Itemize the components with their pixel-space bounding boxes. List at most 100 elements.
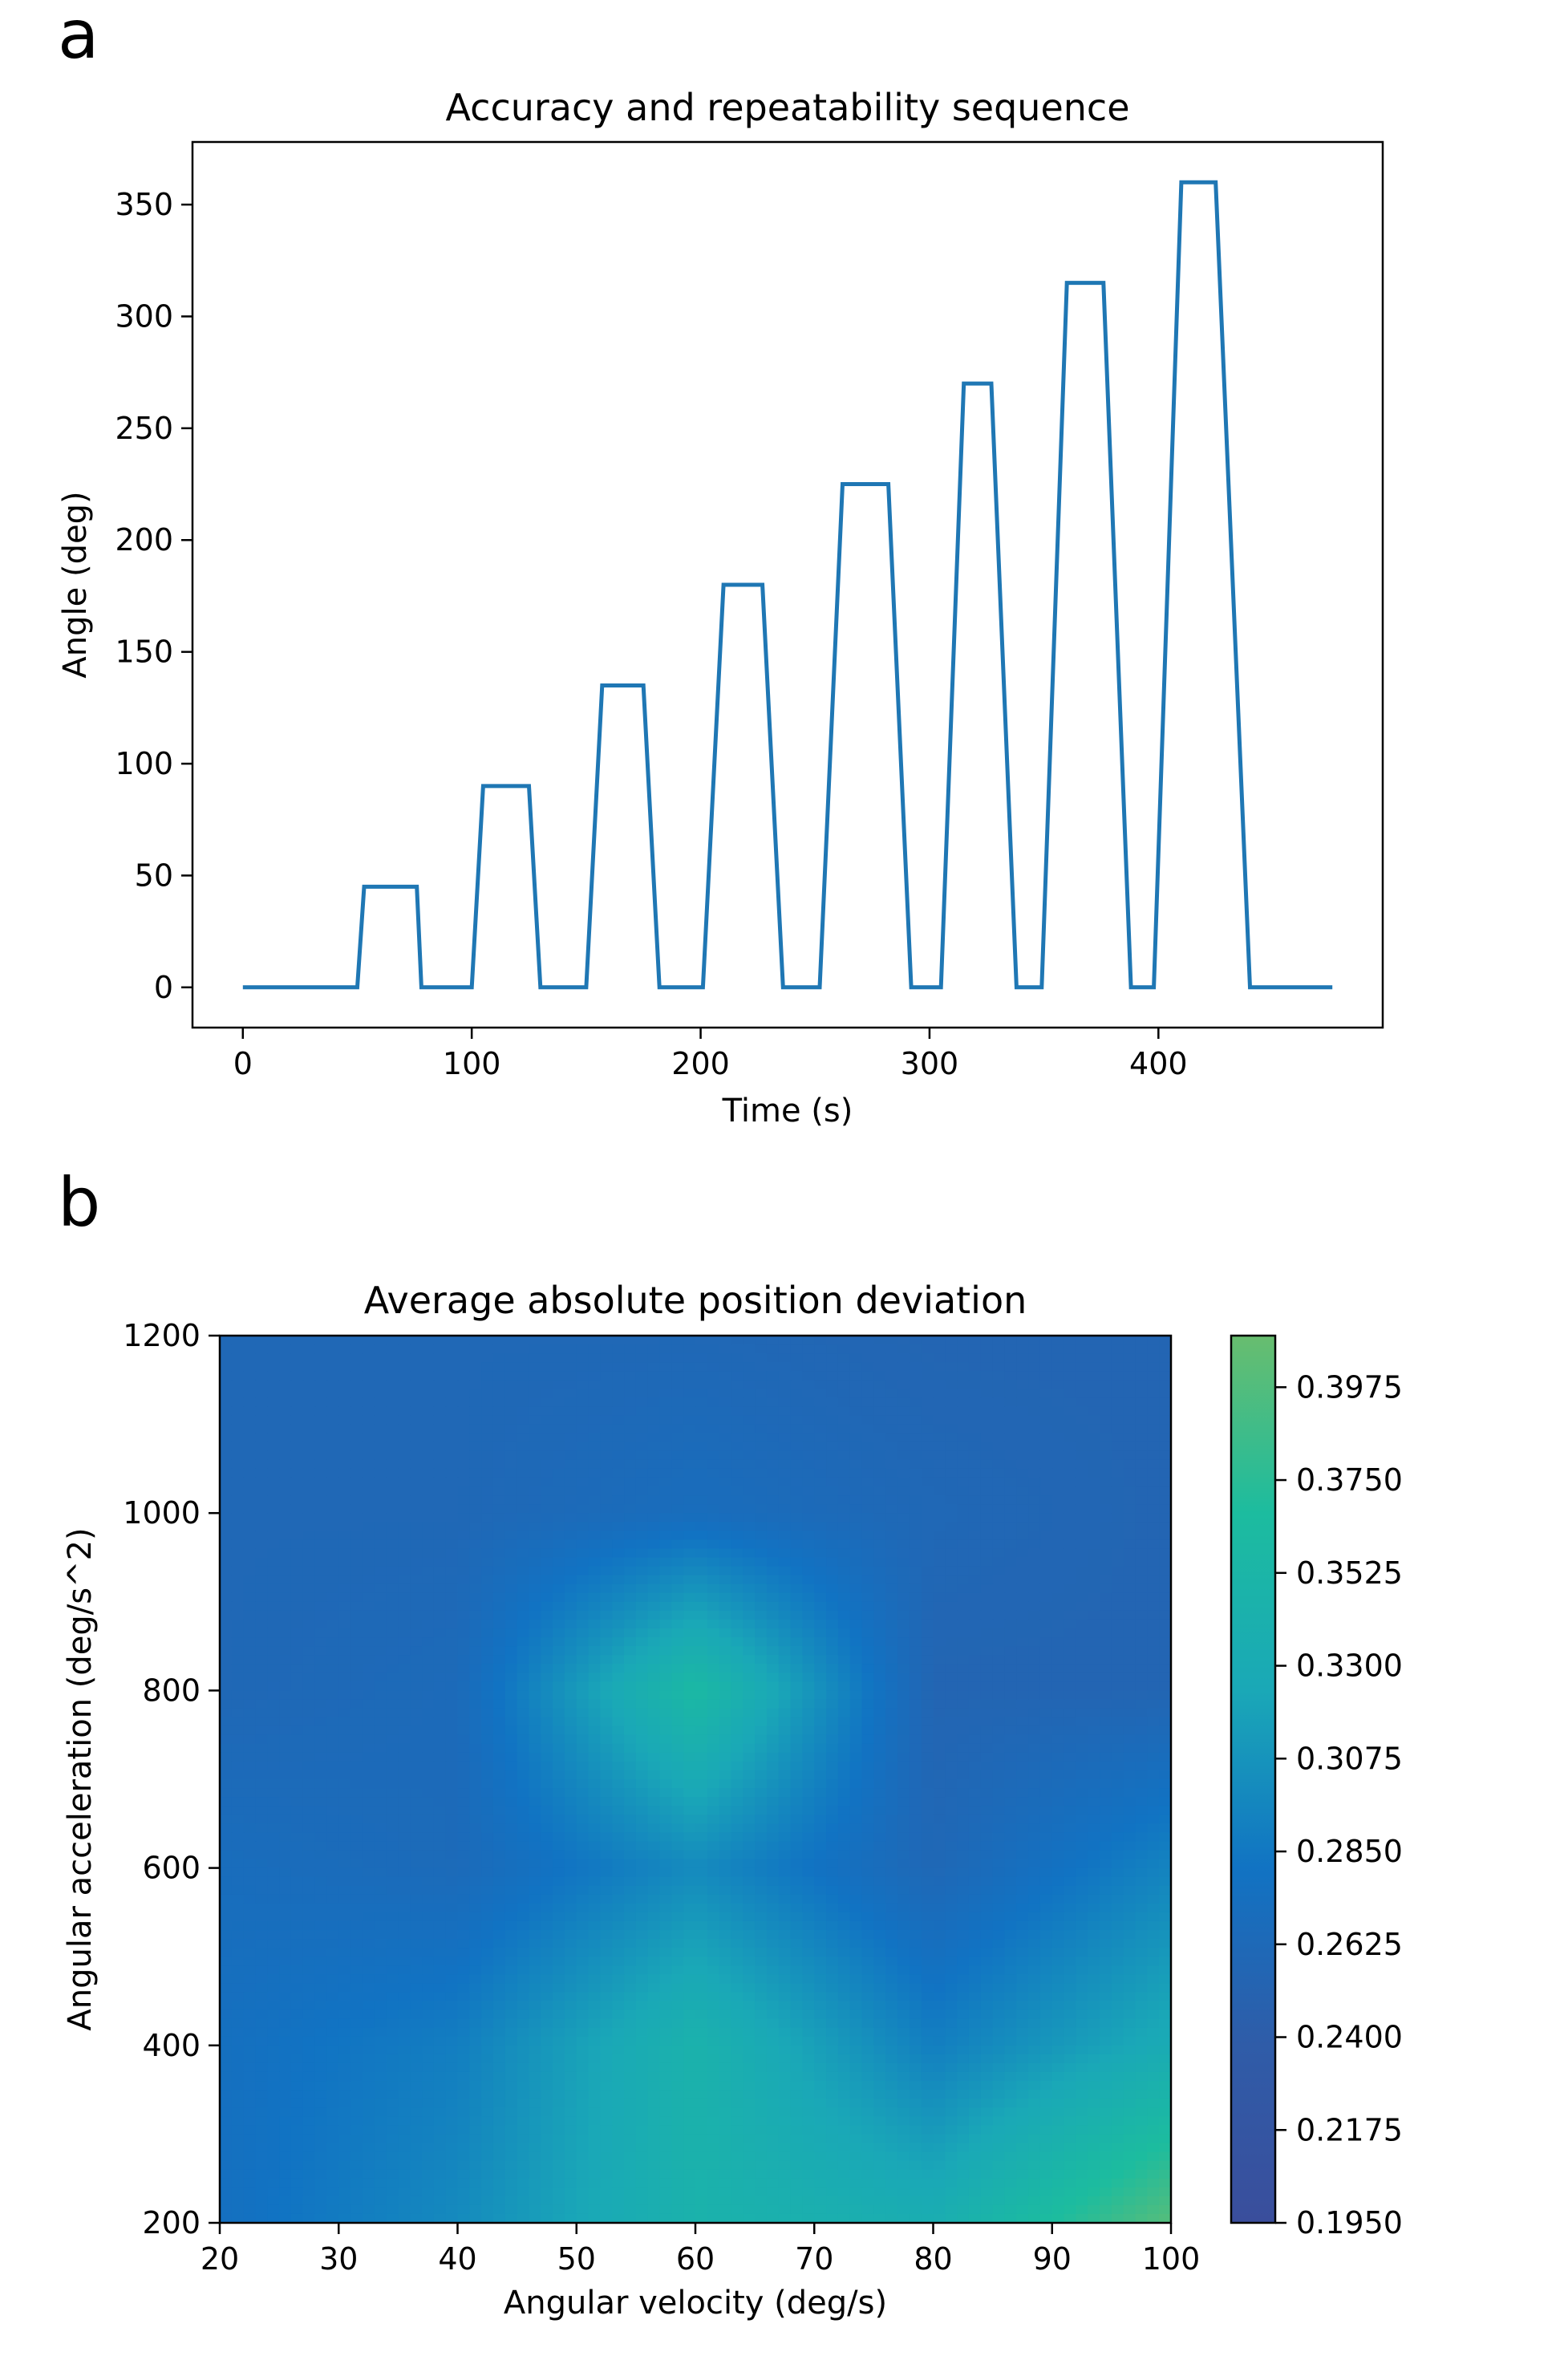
heatmap-cell bbox=[624, 1548, 637, 1559]
heatmap-cell bbox=[849, 1832, 863, 1843]
heatmap-cell bbox=[933, 1779, 946, 1789]
heatmap-cell bbox=[1039, 1557, 1053, 1567]
heatmap-cell bbox=[350, 1531, 363, 1540]
heatmap-cell bbox=[814, 1832, 827, 1843]
heatmap-cell bbox=[992, 1743, 1006, 1754]
heatmap-cell bbox=[992, 1610, 1006, 1620]
heatmap-cell bbox=[659, 1699, 672, 1709]
heatmap-cell bbox=[1076, 1353, 1088, 1363]
heatmap-cell bbox=[243, 1815, 257, 1824]
heatmap-cell bbox=[909, 1859, 922, 1869]
heatmap-cell bbox=[1051, 1717, 1065, 1727]
heatmap-cell bbox=[1100, 1770, 1112, 1780]
heatmap-cell bbox=[600, 1841, 613, 1851]
heatmap-cell bbox=[1123, 1522, 1136, 1531]
heatmap-cell bbox=[647, 1699, 661, 1709]
heatmap-cell bbox=[362, 1504, 375, 1514]
heatmap-cell bbox=[1076, 1770, 1088, 1780]
heatmap-cell bbox=[957, 1504, 970, 1514]
heatmap-cell bbox=[481, 1646, 494, 1656]
heatmap-cell bbox=[1159, 1557, 1171, 1567]
heatmap-cell bbox=[921, 1592, 934, 1603]
heatmap-cell bbox=[612, 1717, 625, 1727]
heatmap-cell bbox=[909, 1681, 922, 1691]
heatmap-cell bbox=[529, 1823, 541, 1833]
heatmap-cell bbox=[374, 1823, 387, 1833]
heatmap-cell bbox=[719, 1566, 732, 1576]
heatmap-cell bbox=[671, 1513, 684, 1523]
heatmap-cell bbox=[968, 1336, 982, 1345]
heatmap-cell bbox=[279, 1548, 292, 1559]
heatmap-cell bbox=[445, 1815, 459, 1824]
heatmap-cell bbox=[755, 1797, 768, 1807]
heatmap-cell bbox=[279, 1717, 292, 1727]
heatmap-cell bbox=[1039, 1336, 1053, 1345]
heatmap-cell bbox=[802, 1806, 815, 1815]
heatmap-cell bbox=[541, 1531, 553, 1540]
heatmap-cell bbox=[635, 1673, 649, 1682]
heatmap-cell bbox=[683, 1815, 696, 1824]
heatmap-cell bbox=[553, 1815, 565, 1824]
heatmap-cell bbox=[553, 1806, 565, 1815]
heatmap-cell bbox=[326, 1566, 339, 1576]
heatmap-cell bbox=[1016, 1681, 1029, 1691]
heatmap-cell bbox=[1064, 1725, 1076, 1736]
heatmap-cell bbox=[1051, 1433, 1065, 1443]
heatmap-cell bbox=[1100, 1575, 1112, 1585]
heatmap-cell bbox=[1123, 1557, 1136, 1567]
heatmap-cell bbox=[290, 1495, 304, 1505]
heatmap-cell bbox=[600, 1450, 613, 1461]
heatmap-cell bbox=[338, 1628, 351, 1638]
heatmap-cell bbox=[255, 1495, 268, 1505]
heatmap-cell bbox=[635, 1867, 649, 1878]
heatmap-cell bbox=[600, 1699, 613, 1709]
heatmap-cell bbox=[410, 1806, 423, 1815]
heatmap-cell bbox=[529, 1673, 541, 1682]
heatmap-cell bbox=[326, 1610, 339, 1620]
heatmap-cell bbox=[790, 1752, 804, 1762]
heatmap-cell bbox=[980, 1336, 994, 1345]
heatmap-cell bbox=[849, 1468, 863, 1478]
heatmap-cell bbox=[837, 1344, 851, 1354]
heatmap-cell bbox=[481, 1362, 494, 1372]
heatmap-cell bbox=[897, 1797, 910, 1807]
heatmap-cell bbox=[921, 1450, 934, 1461]
heatmap-cell bbox=[837, 1815, 851, 1824]
heatmap-cell bbox=[564, 1371, 577, 1381]
heatmap-cell bbox=[707, 1344, 720, 1354]
heatmap-cell bbox=[1159, 1761, 1171, 1771]
heatmap-cell bbox=[338, 1566, 351, 1576]
heatmap-cell bbox=[504, 1504, 518, 1514]
heatmap-cell bbox=[553, 1841, 565, 1851]
heatmap-cell bbox=[790, 1522, 804, 1531]
heatmap-cell bbox=[492, 1380, 506, 1389]
heatmap-cell bbox=[731, 1450, 743, 1461]
heatmap-cell bbox=[861, 1566, 874, 1576]
heatmap-cell bbox=[1039, 1690, 1053, 1701]
heatmap-cell bbox=[433, 1815, 447, 1824]
heatmap-cell bbox=[386, 1859, 399, 1869]
heatmap-cell bbox=[1159, 1566, 1171, 1576]
heatmap-cell bbox=[635, 1433, 649, 1443]
heatmap-cell bbox=[814, 1477, 827, 1487]
heatmap-cell bbox=[921, 1859, 934, 1869]
heatmap-cell bbox=[755, 1681, 768, 1691]
heatmap-cell bbox=[849, 1486, 863, 1496]
heatmap-cell bbox=[814, 1442, 827, 1452]
heatmap-cell bbox=[731, 1353, 743, 1363]
heatmap-cell bbox=[398, 1459, 411, 1470]
heatmap-cell bbox=[790, 1867, 804, 1878]
heatmap-cell bbox=[481, 1841, 494, 1851]
heatmap-cell bbox=[802, 1513, 815, 1523]
heatmap-cell bbox=[671, 1495, 684, 1505]
heatmap-cell bbox=[837, 1468, 851, 1478]
heatmap-cell bbox=[814, 1725, 827, 1736]
heatmap-cell bbox=[1004, 1522, 1017, 1531]
chart-a-xtick-label: 100 bbox=[443, 1046, 501, 1081]
heatmap-cell bbox=[398, 1353, 411, 1363]
heatmap-cell bbox=[457, 1459, 470, 1470]
heatmap-cell bbox=[410, 1486, 423, 1496]
heatmap-cell bbox=[362, 1734, 375, 1745]
heatmap-cell bbox=[980, 1415, 994, 1425]
heatmap-cell bbox=[255, 1353, 268, 1363]
